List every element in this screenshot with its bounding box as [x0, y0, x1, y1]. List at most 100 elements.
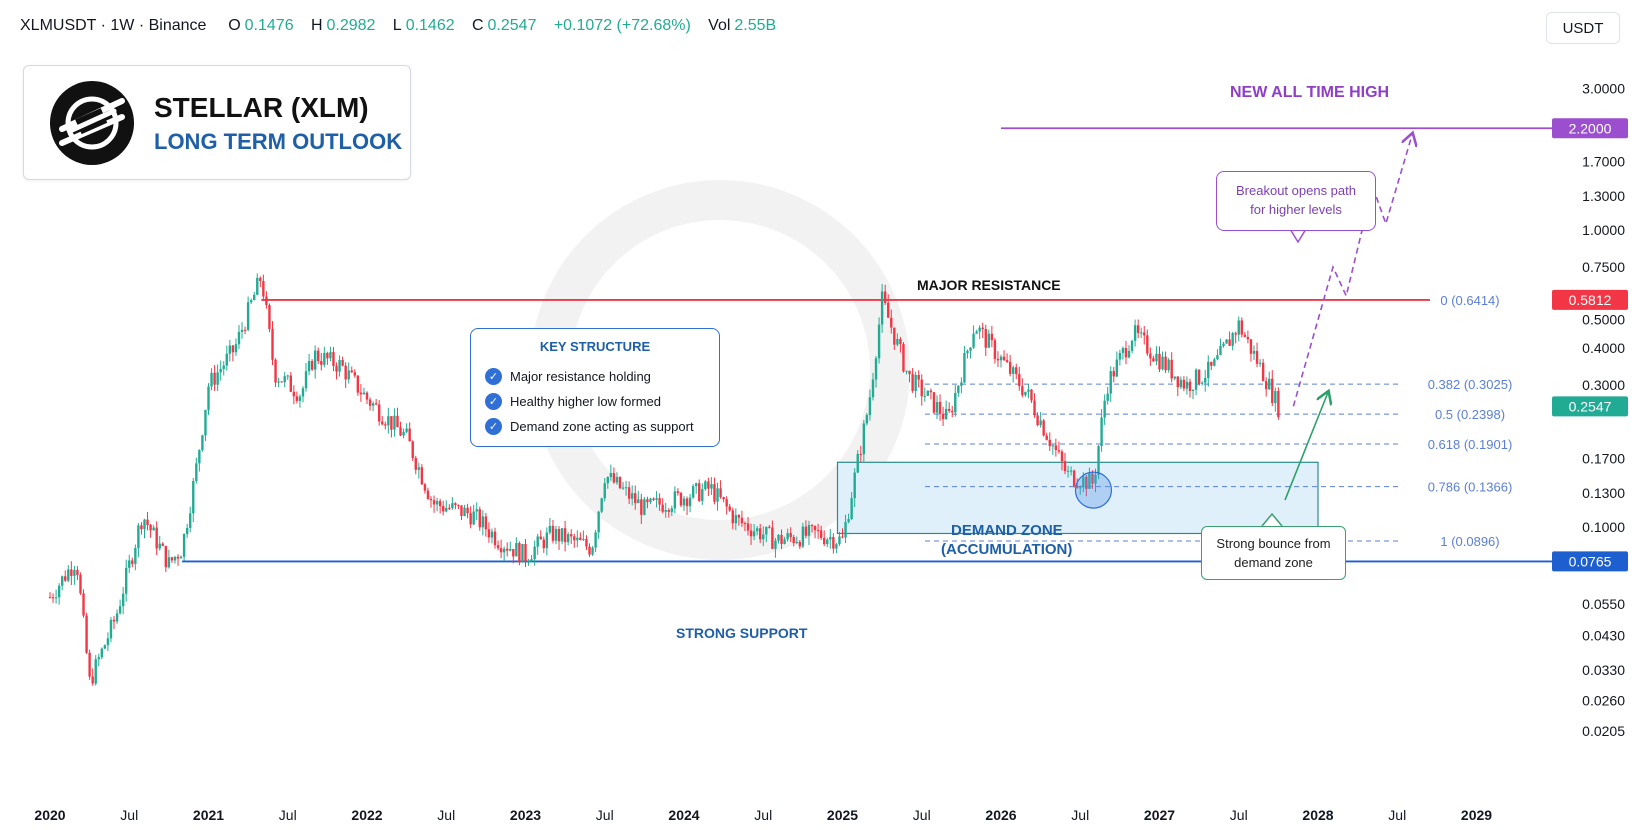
candle	[268, 305, 271, 329]
candle	[64, 576, 67, 581]
candle	[530, 559, 533, 562]
candle	[624, 487, 628, 489]
fib-label: 0.382 (0.3025)	[1428, 377, 1513, 392]
candle	[274, 359, 277, 383]
candle	[1197, 369, 1201, 384]
candle	[204, 409, 207, 436]
candle	[496, 545, 500, 549]
x-tick-label: 2026	[985, 807, 1016, 823]
candle	[1264, 381, 1268, 390]
x-tick-label: Jul	[1230, 807, 1248, 823]
candle	[399, 427, 402, 436]
candle	[1255, 350, 1259, 364]
candle	[1011, 367, 1015, 374]
candle	[112, 619, 116, 622]
candle	[762, 534, 765, 540]
candle	[411, 441, 414, 459]
candle	[563, 528, 567, 543]
candle	[1274, 390, 1277, 404]
candle	[387, 416, 390, 426]
candle	[103, 645, 107, 649]
candle	[417, 467, 421, 470]
candle	[438, 501, 442, 507]
candle	[1252, 350, 1256, 354]
candle	[182, 534, 186, 557]
candle	[548, 525, 552, 533]
candle	[1091, 473, 1094, 484]
candle	[259, 277, 262, 282]
candle	[353, 372, 357, 376]
candle	[518, 543, 521, 563]
candle	[780, 534, 783, 544]
price-tag	[1552, 118, 1628, 139]
candle	[140, 525, 143, 530]
candle	[289, 375, 292, 392]
bounce-note-pointer	[1261, 512, 1283, 527]
candle	[859, 453, 862, 455]
candle	[442, 506, 445, 512]
candle	[920, 379, 923, 397]
candle	[469, 513, 472, 525]
candle	[271, 328, 274, 360]
candle	[329, 352, 332, 359]
candle	[207, 386, 210, 410]
new-ath-label: NEW ALL TIME HIGH	[1230, 84, 1390, 101]
candle	[737, 515, 741, 518]
candle	[798, 542, 802, 547]
key-structure-item-text: Demand zone acting as support	[510, 419, 694, 434]
candle	[652, 498, 655, 500]
candle	[1222, 343, 1225, 347]
currency-button[interactable]: USDT	[1546, 12, 1620, 44]
candle	[981, 327, 984, 330]
candle	[826, 539, 829, 545]
candle	[664, 509, 667, 512]
candle	[987, 333, 991, 348]
candle	[539, 536, 542, 540]
candle	[1045, 435, 1048, 440]
close-value: 0.2547	[487, 17, 537, 34]
logo-subtitle: LONG TERM OUTLOOK	[154, 129, 403, 154]
candle	[286, 375, 289, 377]
candle	[1008, 361, 1012, 374]
candle	[807, 525, 811, 536]
candle	[1069, 470, 1073, 472]
candle	[1179, 379, 1183, 388]
candle	[643, 499, 646, 515]
candle	[1136, 325, 1140, 333]
candle	[682, 498, 686, 506]
candle	[390, 416, 393, 430]
candle	[484, 516, 488, 530]
candle	[658, 498, 661, 505]
candle	[887, 302, 890, 318]
y-tick-label: 0.4000	[1582, 340, 1625, 356]
candle	[832, 536, 835, 549]
candle	[926, 390, 930, 396]
candle	[146, 519, 149, 525]
symbol-header: XLMUSDT · 1W · Binance O 0.1476 H 0.2982 L…	[20, 17, 780, 35]
candle	[310, 360, 314, 370]
candle	[134, 547, 137, 564]
candle	[237, 331, 241, 345]
candle	[405, 428, 408, 432]
candle	[670, 508, 674, 512]
bounce-marker	[1074, 471, 1113, 509]
candle	[893, 327, 896, 345]
candle	[402, 431, 405, 436]
candle	[999, 356, 1003, 361]
candle	[460, 505, 463, 516]
candle	[688, 497, 692, 507]
candle	[137, 525, 140, 548]
candle	[475, 509, 478, 512]
candle	[993, 340, 997, 359]
x-tick-label: Jul	[596, 807, 614, 823]
candle	[457, 505, 460, 507]
candle	[777, 534, 780, 541]
candle	[350, 370, 353, 373]
y-tick-label: 1.0000	[1582, 222, 1625, 238]
candle	[368, 399, 372, 406]
candle	[1155, 353, 1158, 362]
x-tick-label: Jul	[1388, 807, 1406, 823]
candle	[265, 296, 268, 306]
change-value: +0.1072 (+72.68%)	[553, 17, 691, 34]
